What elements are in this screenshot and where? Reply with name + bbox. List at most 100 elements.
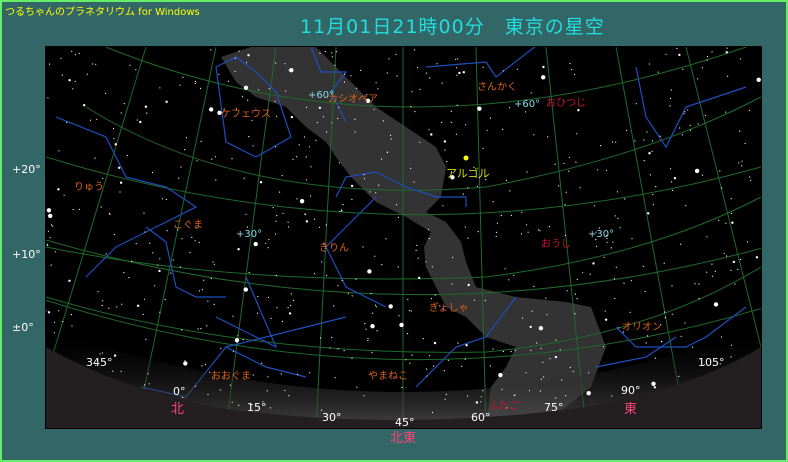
star bbox=[342, 204, 344, 206]
star bbox=[375, 192, 377, 194]
star bbox=[413, 181, 415, 183]
sky-map bbox=[46, 47, 761, 428]
star bbox=[428, 129, 430, 131]
star bbox=[335, 51, 337, 53]
star bbox=[623, 282, 625, 284]
star bbox=[210, 277, 212, 280]
star bbox=[362, 246, 364, 248]
star bbox=[467, 187, 469, 189]
constellation-label: ぎょしゃ bbox=[429, 303, 469, 314]
star bbox=[575, 161, 577, 163]
star bbox=[148, 383, 150, 385]
star bbox=[337, 285, 339, 287]
star bbox=[71, 50, 73, 52]
star bbox=[480, 396, 482, 398]
star bbox=[123, 103, 125, 105]
star bbox=[606, 237, 608, 240]
star bbox=[315, 139, 317, 141]
star bbox=[589, 273, 591, 275]
star bbox=[397, 216, 399, 218]
star bbox=[398, 315, 400, 317]
star bbox=[269, 407, 272, 409]
star bbox=[669, 97, 672, 99]
star bbox=[549, 358, 551, 360]
star bbox=[179, 84, 181, 86]
star bbox=[237, 335, 239, 337]
star bbox=[331, 56, 333, 58]
star bbox=[214, 156, 216, 158]
star bbox=[158, 269, 161, 273]
star bbox=[405, 359, 407, 361]
star bbox=[330, 93, 332, 95]
star bbox=[456, 74, 458, 76]
star bbox=[70, 314, 72, 316]
star bbox=[147, 373, 149, 375]
star bbox=[210, 49, 212, 51]
star bbox=[234, 70, 236, 73]
star bbox=[194, 80, 196, 82]
star bbox=[329, 347, 331, 349]
star bbox=[706, 236, 708, 238]
star bbox=[86, 73, 88, 75]
star bbox=[324, 50, 326, 53]
star bbox=[268, 88, 270, 90]
star bbox=[105, 92, 107, 94]
star bbox=[739, 258, 742, 261]
star bbox=[410, 167, 412, 169]
azimuth-label: 105° bbox=[698, 356, 725, 369]
star bbox=[475, 401, 479, 404]
star bbox=[614, 297, 616, 300]
star bbox=[66, 121, 68, 123]
star bbox=[692, 346, 694, 348]
star bbox=[388, 304, 393, 309]
star bbox=[179, 266, 181, 268]
star bbox=[714, 270, 716, 272]
star bbox=[755, 256, 759, 259]
star bbox=[428, 355, 431, 357]
star bbox=[657, 71, 659, 73]
star bbox=[102, 177, 104, 179]
star bbox=[564, 204, 566, 206]
star bbox=[227, 80, 229, 82]
star bbox=[737, 268, 739, 270]
star bbox=[464, 358, 466, 360]
star bbox=[143, 384, 146, 386]
star bbox=[731, 221, 734, 224]
star bbox=[123, 271, 125, 274]
star bbox=[389, 134, 392, 136]
star bbox=[135, 69, 137, 71]
ground bbox=[46, 347, 761, 428]
star bbox=[473, 299, 475, 301]
star bbox=[276, 215, 278, 217]
star bbox=[159, 311, 161, 313]
star bbox=[604, 310, 606, 312]
algol-star-marker[interactable] bbox=[463, 155, 469, 161]
star bbox=[198, 290, 200, 292]
star bbox=[444, 149, 446, 151]
star bbox=[726, 255, 728, 257]
star bbox=[172, 259, 174, 261]
star bbox=[566, 290, 568, 292]
star bbox=[375, 306, 377, 308]
star bbox=[713, 302, 719, 307]
star bbox=[281, 175, 283, 177]
star bbox=[652, 204, 654, 206]
star bbox=[390, 138, 392, 140]
star bbox=[492, 201, 494, 203]
star bbox=[290, 305, 292, 307]
star bbox=[671, 181, 673, 183]
direction-northeast: 北東 bbox=[390, 431, 417, 446]
sky-view[interactable]: ケフェウス カシオペア さんかく おひつじ りゅう こぐま きりん ぎょしゃ お… bbox=[45, 46, 762, 429]
star bbox=[529, 325, 532, 329]
star bbox=[331, 122, 333, 124]
star bbox=[181, 329, 183, 331]
star bbox=[113, 137, 115, 140]
star bbox=[78, 52, 80, 55]
star bbox=[670, 89, 672, 91]
star bbox=[370, 324, 375, 329]
star bbox=[671, 189, 674, 191]
star bbox=[139, 120, 142, 124]
star bbox=[251, 404, 253, 406]
star bbox=[477, 106, 482, 111]
constellation-label: やまねこ bbox=[368, 371, 408, 382]
